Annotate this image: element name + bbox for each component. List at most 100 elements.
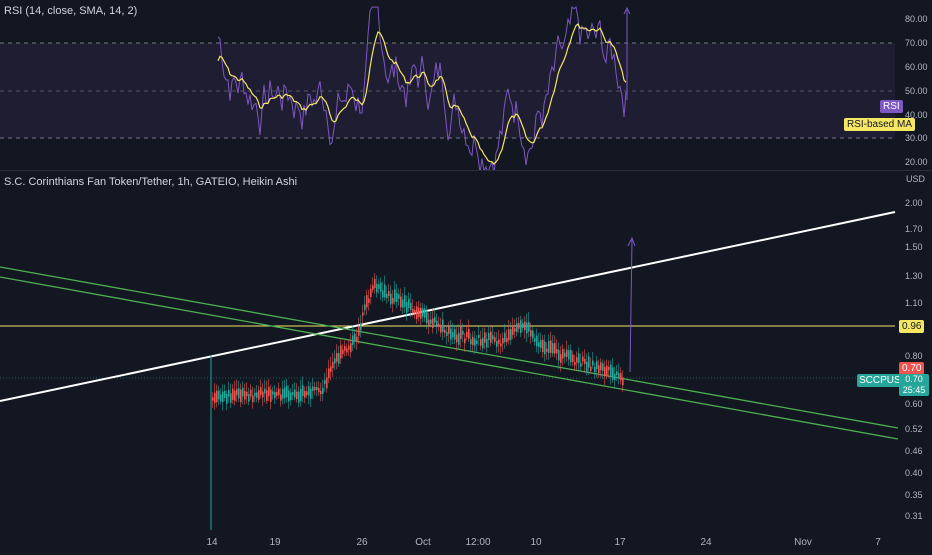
candle bbox=[520, 315, 522, 337]
price-axis[interactable]: 2.00 1.70 1.50 1.30 1.10 0.80 0.70 0.60 0.52 0.46… bbox=[905, 198, 923, 521]
candle-body bbox=[582, 356, 584, 362]
candle bbox=[608, 360, 610, 378]
candle bbox=[230, 383, 232, 409]
candle bbox=[548, 334, 550, 360]
candle-body bbox=[420, 307, 422, 319]
candle-body bbox=[586, 361, 588, 373]
candle bbox=[468, 319, 470, 343]
candle-body bbox=[352, 335, 354, 345]
pane-divider[interactable] bbox=[0, 170, 932, 171]
candle-body bbox=[560, 354, 562, 363]
candle-body bbox=[448, 326, 450, 334]
currency-label[interactable]: USD bbox=[906, 174, 926, 184]
candle bbox=[232, 384, 234, 405]
candle-body bbox=[460, 326, 462, 340]
candle bbox=[436, 313, 438, 335]
candle bbox=[490, 324, 492, 347]
candle-body bbox=[580, 363, 582, 367]
candle bbox=[316, 381, 318, 397]
candle bbox=[338, 345, 340, 367]
candle bbox=[298, 386, 300, 408]
candle bbox=[614, 366, 616, 389]
candle bbox=[600, 358, 602, 378]
candle-body bbox=[260, 387, 262, 395]
candle-body bbox=[452, 332, 454, 338]
candle-body bbox=[404, 295, 406, 307]
candle-body bbox=[236, 389, 238, 396]
candle bbox=[558, 342, 560, 370]
rsi-pane[interactable]: 80.00 70.00 60.00 50.00 40.00 30.00 20.00 RSI … bbox=[0, 0, 932, 176]
candle bbox=[584, 349, 586, 373]
candle bbox=[500, 333, 502, 354]
candle bbox=[236, 379, 238, 403]
price-axis-tick: 0.80 bbox=[905, 351, 923, 361]
candle-body bbox=[284, 387, 286, 399]
rsi-axis-tick: 40.00 bbox=[905, 110, 928, 120]
price-pane[interactable]: 2.001.701.501.301.100.800.700.600.520.46… bbox=[0, 170, 932, 532]
price-chart[interactable]: 2.001.701.501.301.100.800.700.600.520.46… bbox=[0, 170, 932, 532]
candle bbox=[456, 327, 458, 351]
candle bbox=[304, 386, 306, 404]
candle-body bbox=[614, 373, 616, 380]
candle bbox=[438, 316, 440, 332]
candle bbox=[434, 307, 436, 327]
candle-body bbox=[406, 302, 408, 313]
symbol-title[interactable]: S.C. Corinthians Fan Token/Tether, 1h, G… bbox=[4, 176, 298, 188]
candle-body bbox=[360, 323, 362, 331]
candle-body bbox=[312, 386, 314, 391]
candle-body bbox=[584, 358, 586, 364]
rsi-chart[interactable]: 80.00 70.00 60.00 50.00 40.00 30.00 20.00 bbox=[0, 0, 932, 176]
candle bbox=[386, 286, 388, 304]
candle bbox=[424, 304, 426, 323]
candle bbox=[524, 316, 526, 339]
candle bbox=[228, 381, 230, 403]
candle bbox=[408, 292, 410, 313]
projection-arrow[interactable] bbox=[629, 239, 633, 373]
candle bbox=[330, 356, 332, 381]
candle bbox=[318, 381, 320, 396]
candle bbox=[402, 293, 404, 315]
rsi-axis-tick: 80.00 bbox=[905, 14, 928, 24]
candle-body bbox=[366, 295, 368, 308]
channel-line-upper[interactable] bbox=[0, 266, 899, 429]
candle-body bbox=[374, 278, 376, 289]
candle bbox=[518, 316, 520, 333]
channel-line-lower[interactable] bbox=[0, 276, 899, 440]
candle bbox=[366, 289, 368, 316]
candle bbox=[348, 339, 350, 356]
candle-body bbox=[416, 306, 418, 319]
candle bbox=[526, 313, 528, 343]
candle bbox=[274, 384, 276, 404]
candle-body bbox=[268, 386, 270, 397]
candle bbox=[452, 322, 454, 344]
candle-body bbox=[212, 397, 214, 401]
candle-body bbox=[222, 391, 224, 403]
candle bbox=[432, 308, 434, 334]
rsi-price-axis[interactable]: 80.00 70.00 60.00 50.00 40.00 30.00 20.00 bbox=[905, 14, 928, 167]
candle bbox=[222, 384, 224, 411]
candle bbox=[596, 355, 598, 378]
candle bbox=[322, 379, 324, 402]
candle bbox=[484, 327, 486, 350]
candle-body bbox=[436, 320, 438, 326]
level-price-tag: 0.96 bbox=[899, 320, 925, 333]
candle-body bbox=[248, 394, 250, 402]
candle bbox=[264, 379, 266, 403]
candle-body bbox=[308, 386, 310, 396]
candle bbox=[504, 323, 506, 349]
candle bbox=[476, 335, 478, 352]
rsi-title[interactable]: RSI (14, close, SMA, 14, 2) bbox=[4, 5, 138, 17]
candle bbox=[302, 376, 304, 403]
candle-body bbox=[286, 385, 288, 398]
candle bbox=[510, 321, 512, 345]
candle bbox=[332, 352, 334, 377]
candle-body bbox=[504, 332, 506, 342]
candle bbox=[284, 379, 286, 404]
candle-body bbox=[306, 391, 308, 396]
time-axis[interactable]: 14 19 26 Oct 12:00 10 17 24 Nov 7 bbox=[0, 532, 932, 550]
candle bbox=[312, 378, 314, 400]
candle bbox=[310, 382, 312, 407]
trend-line-white[interactable] bbox=[0, 211, 896, 402]
candle-body bbox=[574, 362, 576, 366]
candle bbox=[602, 359, 604, 379]
